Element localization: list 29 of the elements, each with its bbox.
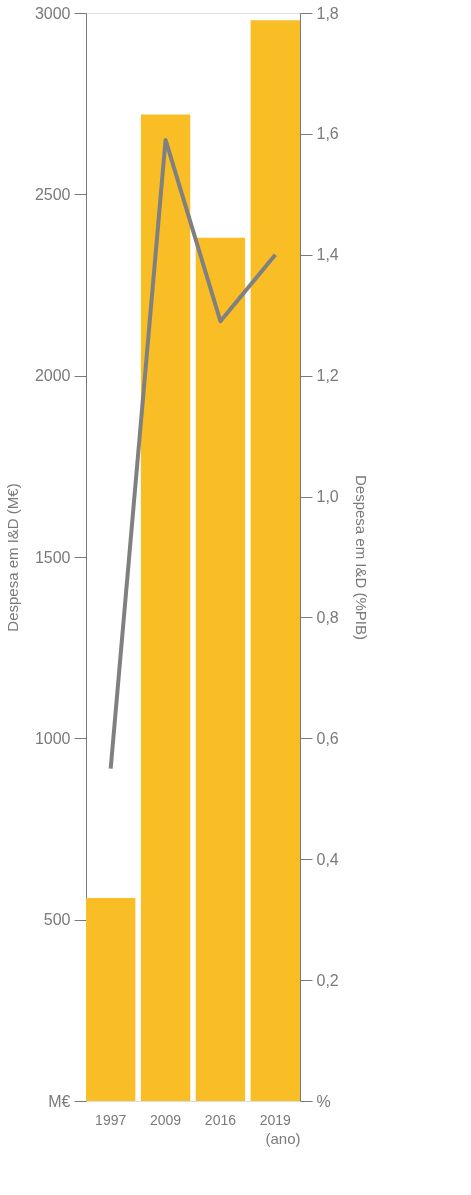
- y2-tick-label: 1,0: [316, 488, 339, 506]
- y2-tick-label: 1,6: [316, 125, 339, 143]
- y-tick-label: 2000: [34, 367, 71, 385]
- bar: [250, 20, 300, 1101]
- y2-tick-label: 1,4: [316, 246, 339, 264]
- y2-tick-label: 0,2: [316, 971, 339, 989]
- x-tick-label: 1997: [95, 1111, 127, 1128]
- y-tick-label: 3000: [34, 4, 71, 22]
- bar: [195, 237, 246, 1101]
- y-tick-label: 1000: [34, 729, 71, 747]
- y2-tick-label: 0,6: [316, 729, 339, 747]
- y2-tick-label: 1,8: [316, 4, 339, 22]
- x-tick-label: 2016: [204, 1111, 237, 1128]
- bar: [140, 114, 191, 1101]
- y-axis-title: Despesa em I&D (M€): [3, 483, 21, 632]
- x-tick-label: 2019: [259, 1111, 292, 1128]
- y-tick-label: M€: [48, 1092, 71, 1110]
- y2-tick-label: %: [316, 1092, 331, 1110]
- y2-tick-label: 0,4: [316, 850, 339, 868]
- y2-axis-title: Despesa em I&D (%PIB): [352, 474, 370, 641]
- y2-tick-label: 1,2: [316, 367, 339, 385]
- y2-tick-label: 0,8: [316, 608, 339, 626]
- x-tick-label: 2009: [149, 1111, 182, 1128]
- y-tick-label: 2500: [34, 185, 71, 203]
- line-series: [108, 137, 278, 771]
- y-tick-label: 500: [43, 911, 71, 929]
- y-tick-label: 1500: [34, 548, 71, 566]
- bar: [86, 897, 136, 1101]
- x-axis-title: (ano): [265, 1129, 301, 1147]
